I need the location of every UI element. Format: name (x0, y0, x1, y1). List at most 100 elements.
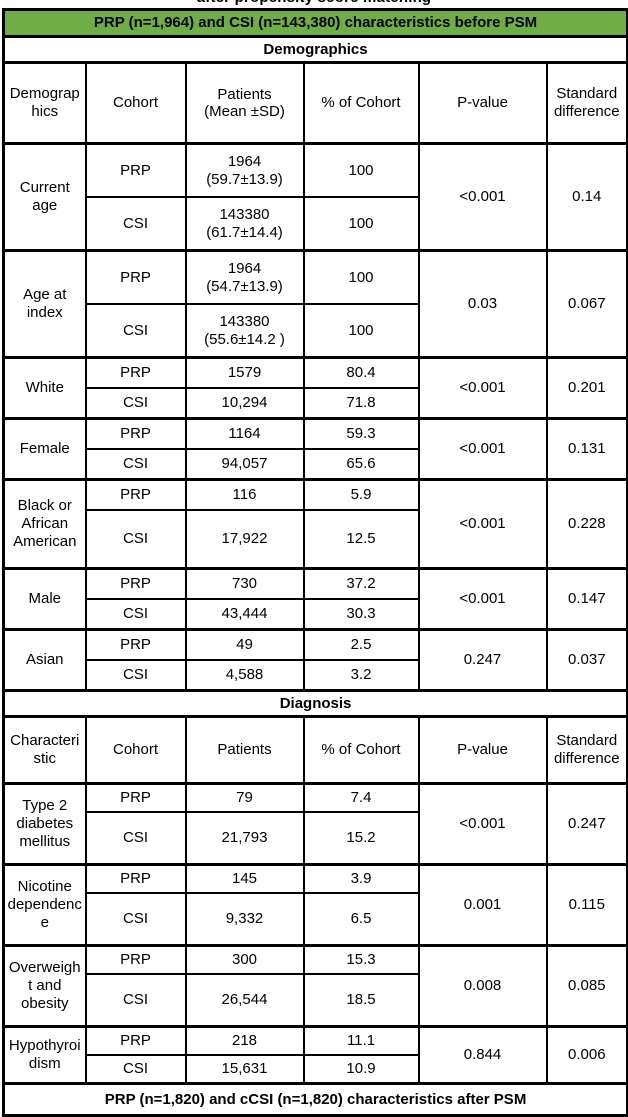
demographics-section-title: Demographics (1, 35, 628, 64)
header-characteristic: Characteristic (2, 715, 87, 785)
std-diff-cell: 0.247 (545, 782, 628, 866)
patients-cell: 143380 (55.6±14.2 ) (184, 303, 305, 359)
patients-cell: 1964 (59.7±13.9) (184, 142, 305, 198)
cohort-cell: PRP (84, 567, 187, 600)
cohort-cell: CSI (84, 659, 187, 692)
patients-cell: 218 (184, 1025, 305, 1056)
pct-cell: 10.9 (302, 1054, 420, 1085)
pct-cell: 65.6 (302, 448, 420, 481)
std-diff-cell: 0.201 (545, 356, 628, 420)
before-psm-banner-text: PRP (n=1,964) and CSI (n=143,380) charac… (1, 8, 628, 38)
row-label-white: White (2, 356, 87, 420)
p-value-cell: 0.008 (417, 944, 548, 1028)
pct-cell: 100 (302, 303, 420, 359)
patients-cell: 116 (184, 478, 305, 511)
patients-cell: 21,793 (184, 811, 305, 866)
table-row: CSI 21,793 15.2 (4, 811, 628, 866)
cohort-cell: CSI (84, 196, 187, 252)
header-pct-of-cohort: % of Cohort (302, 61, 420, 145)
table-row: Hypothyroidism PRP 218 11.1 0.844 0.006 (2, 1025, 628, 1085)
table-row: Male PRP 730 37.2 <0.001 0.147 (2, 567, 628, 631)
row-label-overweight-and-obesity: Overweight and obesity (2, 944, 87, 1028)
pct-cell: 100 (302, 196, 420, 252)
cohort-cell: CSI (84, 973, 187, 1028)
demographics-column-header-row: Demographics Cohort Patients (Mean ±SD) … (2, 61, 628, 145)
std-diff-cell: 0.085 (545, 944, 628, 1028)
cohort-cell: CSI (84, 303, 187, 359)
row-label-hypothyroidism: Hypothyroidism (2, 1025, 87, 1085)
row-label-current-age: Current age (2, 142, 87, 252)
patients-cell: 1164 (184, 417, 305, 450)
cohort-cell: CSI (84, 892, 187, 947)
pct-cell: 100 (302, 142, 420, 198)
table-row: Overweight and obesity PRP 300 15.3 0.00… (2, 944, 628, 1028)
cohort-cell: PRP (84, 142, 187, 198)
table-row: CSI 43,444 30.3 (4, 598, 628, 631)
pct-cell: 59.3 (302, 417, 420, 450)
p-value-cell: 0.844 (417, 1025, 548, 1085)
patients-cell: 4,588 (184, 659, 305, 692)
patients-cell: 10,294 (184, 387, 305, 420)
cohort-cell: PRP (84, 944, 187, 975)
diagnosis-section-header: Diagnosis (1, 689, 628, 718)
patients-cell: 300 (184, 944, 305, 975)
patients-cell: 17,922 (184, 509, 305, 570)
table-row: CSI 17,922 12.5 (4, 509, 628, 570)
std-diff-cell: 0.115 (545, 863, 628, 947)
table-row: Current age PRP 1964 (59.7±13.9) 100 <0.… (2, 142, 628, 252)
table-row: Black or African American PRP 116 5.9 <0… (2, 478, 628, 570)
diagnosis-column-header-row: Characteristic Cohort Patients % of Coho… (2, 715, 628, 785)
pct-cell: 80.4 (302, 356, 420, 389)
patients-cell: 43,444 (184, 598, 305, 631)
cohort-cell: PRP (84, 628, 187, 661)
pct-cell: 71.8 (302, 387, 420, 420)
cohort-cell: CSI (84, 811, 187, 866)
cohort-cell: PRP (84, 417, 187, 450)
pct-cell: 3.9 (302, 863, 420, 894)
cohort-cell: CSI (84, 387, 187, 420)
p-value-cell: 0.03 (417, 249, 548, 359)
cohort-cell: CSI (84, 598, 187, 631)
cropped-caption: after propensity score matching (2, 0, 626, 8)
pct-cell: 12.5 (302, 509, 420, 570)
row-label-type-2-diabetes-mellitus: Type 2 diabetes mellitus (2, 782, 87, 866)
cohort-cell: CSI (84, 1054, 187, 1085)
table-row: White PRP 1579 80.4 <0.001 0.201 (2, 356, 628, 420)
before-psm-banner: PRP (n=1,964) and CSI (n=143,380) charac… (1, 8, 628, 38)
table-row: CSI 9,332 6.5 (4, 892, 628, 947)
p-value-cell: <0.001 (417, 567, 548, 631)
patients-cell: 9,332 (184, 892, 305, 947)
patients-cell: 15,631 (184, 1054, 305, 1085)
p-value-cell: 0.247 (417, 628, 548, 692)
row-label-asian: Asian (2, 628, 87, 692)
p-value-cell: <0.001 (417, 142, 548, 252)
pct-cell: 7.4 (302, 782, 420, 813)
pct-cell: 37.2 (302, 567, 420, 600)
header-standard-difference: Standard difference (545, 715, 628, 785)
row-label-male: Male (2, 567, 87, 631)
patients-cell: 1579 (184, 356, 305, 389)
cohort-cell: PRP (84, 249, 187, 305)
cohort-cell: PRP (84, 1025, 187, 1056)
patients-cell: 145 (184, 863, 305, 894)
patients-cell: 143380 (61.7±14.4) (184, 196, 305, 252)
std-diff-cell: 0.006 (545, 1025, 628, 1085)
header-p-value: P-value (417, 715, 548, 785)
table-row: CSI 26,544 18.5 (4, 973, 628, 1028)
std-diff-cell: 0.067 (545, 249, 628, 359)
row-label-black-or-african-american: Black or African American (2, 478, 87, 570)
header-cohort: Cohort (84, 61, 187, 145)
cropped-caption-text: after propensity score matching (2, 0, 626, 7)
pct-cell: 15.2 (302, 811, 420, 866)
row-label-nicotine-dependence: Nicotine dependence (2, 863, 87, 947)
table-row: CSI 94,057 65.6 (4, 448, 628, 481)
header-p-value: P-value (417, 61, 548, 145)
pct-cell: 5.9 (302, 478, 420, 511)
after-psm-banner-text: PRP (n=1,820) and cCSI (n=1,820) charact… (1, 1082, 628, 1117)
pct-cell: 2.5 (302, 628, 420, 661)
cohort-cell: PRP (84, 478, 187, 511)
cohort-cell: CSI (84, 509, 187, 570)
header-cohort: Cohort (84, 715, 187, 785)
std-diff-cell: 0.228 (545, 478, 628, 570)
